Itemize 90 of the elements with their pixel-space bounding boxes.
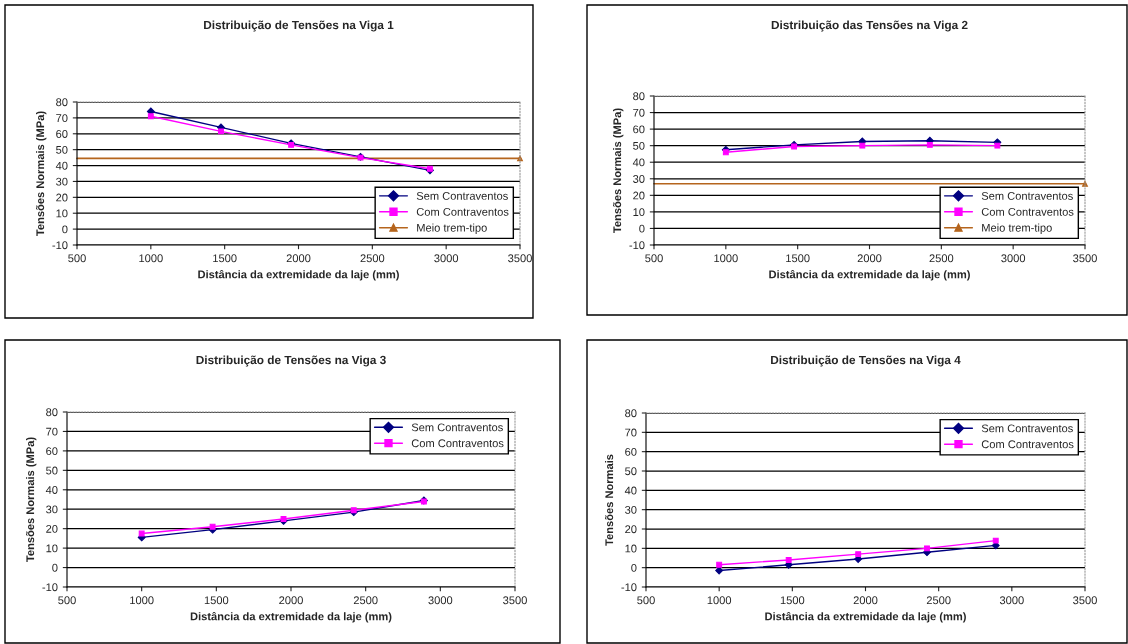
- x-tick-label: 3500: [503, 596, 527, 605]
- y-tick-label: 70: [625, 428, 637, 437]
- x-axis-title: Distância da extremidade da laje (mm): [198, 269, 399, 281]
- legend-label: Com Contraventos: [411, 439, 504, 448]
- x-tick-label: 3500: [1073, 596, 1097, 605]
- chart-title: Distribuição das Tensões na Viga 2: [771, 20, 968, 32]
- y-tick-label: 10: [625, 544, 637, 553]
- x-tick-label: 1500: [213, 254, 237, 263]
- x-axis-title: Distância da extremidade da laje (mm): [190, 611, 392, 623]
- legend-label: Com Contraventos: [416, 207, 509, 216]
- x-tick-label: 2500: [360, 254, 385, 263]
- x-tick-label: 1500: [786, 254, 810, 263]
- y-tick-label: 30: [625, 505, 637, 514]
- x-tick-label: 1000: [707, 596, 732, 605]
- x-tick-label: 2500: [926, 596, 951, 605]
- y-axis-title: Tensões Normais (MPa): [26, 437, 37, 562]
- y-axis-title: Tensões Normais: [605, 454, 614, 546]
- y-tick-label: 50: [625, 467, 637, 476]
- y-tick-label: 30: [46, 505, 58, 514]
- y-tick-label: 70: [633, 108, 645, 117]
- y-tick-label: 40: [624, 486, 637, 495]
- x-tick-label: 3500: [508, 254, 532, 263]
- y-tick-label: 20: [625, 525, 637, 534]
- y-tick-label: 0: [631, 563, 637, 572]
- y-tick-label: 0: [62, 225, 68, 234]
- y-tick-label: 20: [46, 524, 58, 533]
- y-tick-label: 70: [46, 427, 58, 436]
- y-tick-label: 60: [625, 447, 637, 456]
- y-tick-label: 60: [56, 130, 68, 138]
- y-tick-label: 20: [633, 191, 645, 200]
- y-tick-label: 0: [52, 563, 58, 572]
- x-tick-label: 2000: [286, 254, 311, 263]
- x-tick-label: 1500: [204, 596, 229, 605]
- y-tick-label: -10: [621, 583, 637, 592]
- x-tick-label: 500: [645, 254, 663, 263]
- y-tick-label: 40: [632, 158, 645, 167]
- x-tick-label: 3500: [1073, 254, 1097, 263]
- y-tick-label: -10: [52, 241, 68, 250]
- y-tick-label: 30: [633, 175, 645, 183]
- x-tick-label: 3000: [434, 254, 459, 263]
- legend-label: Sem Contraventos: [411, 423, 503, 432]
- y-tick-label: 10: [633, 208, 645, 217]
- y-tick-label: 60: [633, 125, 645, 134]
- y-tick-label: 70: [56, 114, 68, 123]
- y-tick-label: 80: [46, 408, 58, 417]
- x-tick-label: 500: [637, 596, 655, 605]
- y-tick-label: 80: [625, 409, 637, 418]
- chart-title: Distribuição de Tensões na Viga 4: [771, 355, 961, 367]
- x-tick-label: 1000: [130, 596, 154, 605]
- y-tick-label: 40: [55, 161, 68, 170]
- x-tick-label: 2000: [853, 596, 878, 605]
- x-tick-label: 1500: [780, 596, 805, 605]
- y-tick-label: 50: [56, 145, 68, 154]
- legend-label: Meio trem-tipo: [417, 223, 487, 234]
- y-tick-label: 50: [46, 466, 58, 475]
- x-tick-label: 2000: [279, 596, 303, 605]
- y-tick-label: -10: [42, 583, 58, 592]
- y-tick-label: 30: [56, 177, 68, 186]
- x-axis-title: Distância da extremidade da laje (mm): [769, 269, 970, 281]
- y-tick-label: 10: [46, 544, 58, 553]
- y-tick-label: -10: [629, 241, 645, 250]
- y-tick-label: 0: [639, 224, 645, 233]
- y-axis-title: Tensões Normais (MPa): [613, 108, 624, 233]
- y-tick-label: 20: [56, 193, 68, 202]
- y-tick-label: 40: [45, 486, 58, 494]
- y-tick-label: 10: [56, 209, 68, 218]
- legend-label: Com Contraventos: [981, 440, 1074, 449]
- y-tick-label: 60: [46, 447, 58, 456]
- x-tick-label: 1000: [714, 254, 738, 263]
- y-tick-label: 80: [633, 92, 645, 101]
- x-axis-title: Distância da extremidade da laje (mm): [765, 611, 966, 623]
- legend-label: Sem Contraventos: [981, 424, 1073, 433]
- x-tick-label: 500: [58, 596, 76, 605]
- x-tick-label: 500: [68, 254, 86, 263]
- x-tick-label: 2500: [353, 596, 378, 605]
- legend-label: Sem Contraventos: [981, 192, 1073, 200]
- x-tick-label: 2000: [857, 254, 882, 263]
- legend-label: Sem Contraventos: [416, 192, 508, 200]
- y-tick-label: 50: [633, 141, 645, 150]
- x-tick-label: 3000: [1001, 254, 1026, 263]
- y-tick-label: 80: [56, 98, 68, 107]
- chart-title: Distribuição de Tensões na Viga 1: [204, 20, 394, 32]
- x-tick-label: 3000: [428, 596, 453, 605]
- x-tick-label: 1000: [139, 254, 163, 263]
- y-axis-title: Tensões Normais (MPa): [36, 111, 47, 236]
- chart-title: Distribuição de Tensões na Viga 3: [196, 355, 386, 367]
- x-tick-label: 2500: [929, 254, 954, 263]
- legend-label: Com Contraventos: [981, 207, 1074, 216]
- legend-label: Meio trem-tipo: [982, 223, 1052, 234]
- x-tick-label: 3000: [999, 596, 1024, 605]
